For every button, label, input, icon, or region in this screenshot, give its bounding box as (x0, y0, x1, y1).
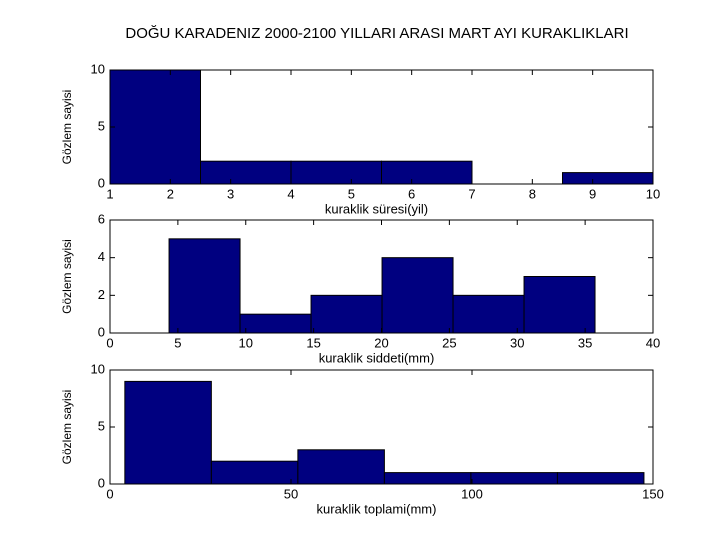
x-tick-label: 2 (167, 186, 174, 201)
x-tick-label: 8 (529, 186, 536, 201)
x-tick-label: 50 (284, 486, 298, 501)
x-tick-label: 5 (174, 335, 181, 350)
bar (200, 160, 292, 185)
x-tick-label: 7 (468, 186, 475, 201)
bar (523, 276, 596, 334)
x-tick-label: 10 (646, 186, 660, 201)
x-tick-label: 0 (106, 486, 113, 501)
bar (109, 69, 201, 185)
x-tick-label: 9 (589, 186, 596, 201)
x-tick-label: 4 (287, 186, 294, 201)
x-tick-label: 40 (646, 335, 660, 350)
bar (381, 257, 454, 334)
x-tick-label: 30 (510, 335, 524, 350)
x-tick-label: 150 (642, 486, 664, 501)
x-tick-label: 1 (106, 186, 113, 201)
x-tick-label: 0 (106, 335, 113, 350)
bar (239, 313, 312, 334)
y-tick-label: 4 (98, 249, 105, 264)
bar (470, 472, 558, 485)
bar (290, 160, 382, 185)
x-axis-label: kuraklik siddeti(mm) (319, 350, 435, 365)
y-axis-label: Gözlem sayisi (60, 239, 74, 314)
x-tick-label: 10 (239, 335, 253, 350)
x-axis-label: kuraklik toplami(mm) (317, 501, 437, 516)
x-tick-label: 100 (461, 486, 483, 501)
y-tick-label: 5 (98, 418, 105, 433)
bar (562, 172, 654, 185)
x-tick-label: 5 (348, 186, 355, 201)
bar (381, 160, 473, 185)
bar (383, 472, 472, 485)
bar (310, 294, 383, 334)
x-tick-label: 15 (306, 335, 320, 350)
y-axis-label: Gözlem sayisi (60, 390, 74, 465)
y-tick-label: 10 (91, 361, 105, 376)
y-tick-label: 0 (98, 175, 105, 190)
bar (124, 380, 212, 485)
x-tick-label: 20 (374, 335, 388, 350)
bar (297, 449, 385, 485)
y-tick-label: 6 (98, 211, 105, 226)
y-tick-label: 2 (98, 287, 105, 302)
y-tick-label: 10 (91, 61, 105, 76)
x-axis-label: kuraklik süresi(yil) (325, 201, 428, 216)
y-tick-label: 5 (98, 118, 105, 133)
bar (452, 294, 525, 334)
x-tick-label: 3 (227, 186, 234, 201)
x-tick-label: 6 (408, 186, 415, 201)
y-tick-label: 0 (98, 475, 105, 490)
bar (556, 472, 645, 485)
chart-title: DOĞU KARADENIZ 2000-2100 YILLARI ARASI M… (125, 25, 628, 42)
bar (210, 460, 299, 485)
y-tick-label: 0 (98, 324, 105, 339)
x-tick-label: 25 (442, 335, 456, 350)
bar (168, 238, 241, 334)
y-axis-label: Gözlem sayisi (60, 90, 74, 165)
x-tick-label: 35 (578, 335, 592, 350)
